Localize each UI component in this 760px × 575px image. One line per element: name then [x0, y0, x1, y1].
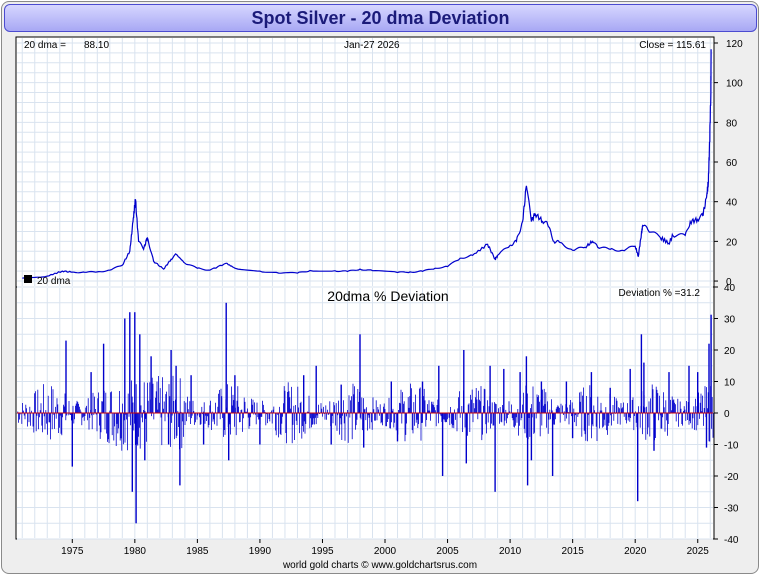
- chart-title: Spot Silver - 20 dma Deviation: [251, 8, 510, 28]
- y-tick-label: 120: [726, 39, 743, 50]
- y-tick-label: 0: [726, 277, 732, 288]
- y-tick-label: 20: [724, 346, 736, 357]
- legend-label: 20 dma: [37, 276, 71, 287]
- y-tick-label: 10: [724, 378, 736, 389]
- deviation-series: [16, 302, 714, 524]
- deviation-value: Deviation % =31.2: [619, 288, 701, 299]
- deviation-title: 20dma % Deviation: [327, 288, 448, 304]
- y-tick-label: 40: [724, 283, 736, 294]
- price-grid: [17, 38, 713, 286]
- x-tick-label: 2025: [687, 546, 710, 557]
- x-tick-label: 2020: [624, 546, 647, 557]
- x-tick-label: 1980: [124, 546, 147, 557]
- title-bar: Spot Silver - 20 dma Deviation: [4, 4, 757, 32]
- x-tick-label: 1990: [249, 546, 272, 557]
- y-tick-label: -30: [724, 504, 739, 515]
- x-tick-label: 2015: [562, 546, 585, 557]
- close-label: Close = 115.61: [639, 40, 706, 51]
- y-tick-label: -10: [724, 441, 739, 452]
- price-line: [22, 49, 712, 279]
- legend-swatch: [24, 275, 32, 283]
- y-tick-label: 80: [726, 118, 738, 129]
- dma-value: 88.10: [84, 40, 109, 51]
- y-tick-label: -40: [724, 535, 739, 546]
- price-y-axis: 0 20 40 60 80 100 120: [714, 39, 743, 288]
- x-tick-label: 2000: [374, 546, 397, 557]
- x-tick-label: 1975: [61, 546, 84, 557]
- y-tick-label: 100: [726, 79, 743, 90]
- x-tick-label: 1985: [186, 546, 209, 557]
- y-tick-label: 20: [726, 237, 738, 248]
- date-label: Jan-27 2026: [344, 40, 400, 51]
- y-tick-label: 0: [724, 409, 730, 420]
- x-tick-label: 2005: [436, 546, 459, 557]
- footer-credit: world gold charts © www.goldchartsrus.co…: [282, 560, 477, 571]
- price-panel: 0 20 40 60 80 100 120 20 dma = 88.10 Jan-27 20…: [15, 36, 743, 288]
- x-tick-label: 2010: [499, 546, 522, 557]
- y-tick-label: -20: [724, 472, 739, 483]
- x-tick-label: 1995: [311, 546, 334, 557]
- y-tick-label: 30: [724, 315, 736, 326]
- deviation-y-axis: -40 -30 -20 -10 0 10 20 30 40: [714, 283, 739, 546]
- x-axis: 1975 1980 1985 1990 1995 2000 2005 2010 2015 2020…: [61, 539, 709, 557]
- dma-label: 20 dma =: [24, 40, 66, 51]
- y-tick-label: 60: [726, 158, 738, 169]
- y-tick-label: 40: [726, 198, 738, 209]
